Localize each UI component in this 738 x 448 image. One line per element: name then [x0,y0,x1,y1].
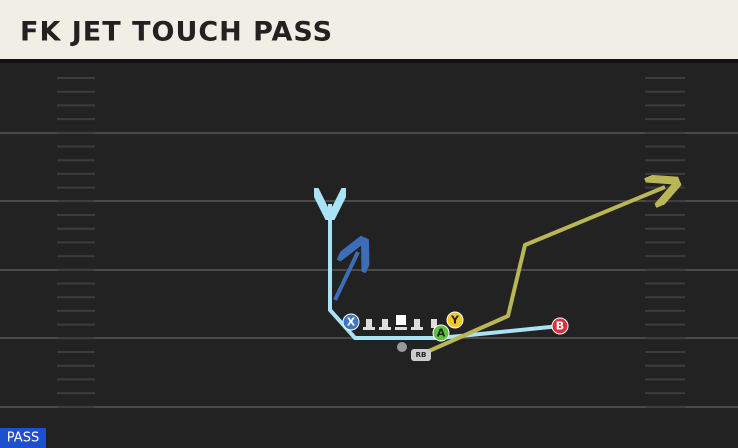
route-x [330,204,561,340]
player-label: Y [450,314,460,327]
qb [397,342,407,352]
mode-badge [0,428,46,448]
mode-label: PASS [7,431,39,446]
header-bar [0,0,738,59]
player-label: RB [416,351,427,359]
route-y [419,187,665,357]
play-title: FK JET TOUCH PASS [20,17,333,48]
player-label: X [347,316,356,329]
players: X Y A B RB [342,311,569,361]
route-motion [333,252,358,301]
linemen [363,315,437,352]
header-shadow [0,59,738,63]
player-label: B [556,320,564,333]
player-label: A [437,327,446,340]
routes [330,187,665,357]
